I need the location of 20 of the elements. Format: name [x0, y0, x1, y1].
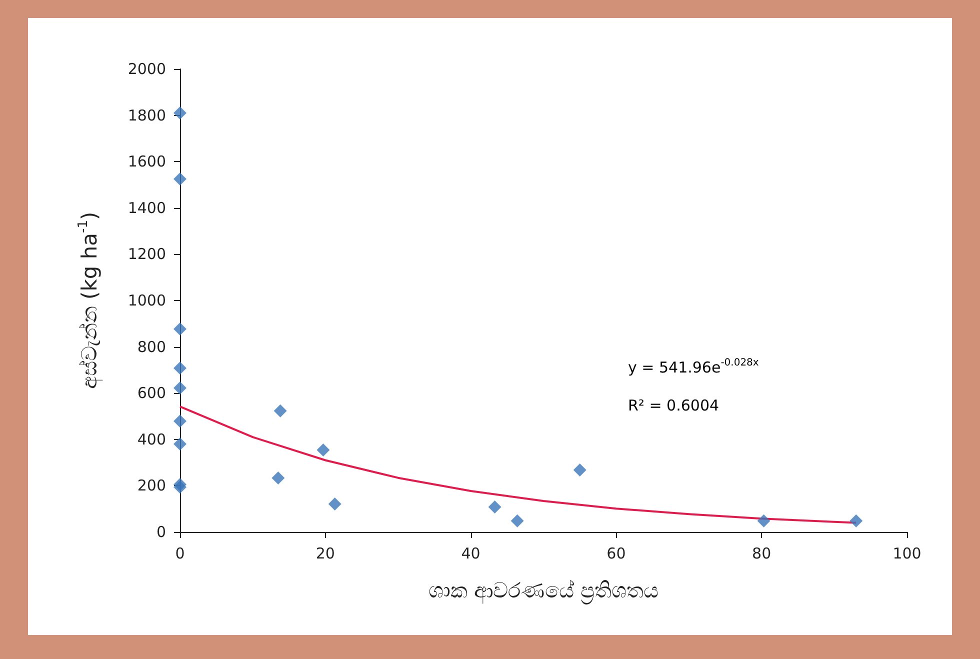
y-tick-label: 1400 [128, 198, 166, 217]
y-tick-label: 600 [137, 384, 166, 402]
y-tick-label: 1000 [128, 292, 166, 310]
x-tick-label: 80 [752, 544, 772, 562]
y-tick-label: 1600 [128, 152, 166, 171]
x-tick-label: 20 [316, 544, 335, 562]
x-tick-label: 60 [606, 544, 626, 562]
y-tick-label: 800 [137, 338, 166, 356]
x-tick-label: 100 [892, 544, 922, 562]
y-tick-label: 1800 [128, 106, 166, 124]
y-axis-title: අස්වැන්න (kg ha-1) [76, 212, 104, 390]
y-tick-label: 400 [137, 430, 166, 448]
x-tick-label: 40 [461, 544, 480, 562]
annotation: R² = 0.6004 [628, 396, 720, 414]
y-tick-label: 1200 [128, 245, 166, 264]
y-tick-label: 0 [156, 523, 166, 541]
y-tick-label: 2000 [128, 60, 166, 78]
x-axis-title: ශාක ආවරණයේ ප්‍රතිශතය [428, 578, 659, 604]
y-tick-label: 200 [137, 476, 166, 495]
x-tick-label: 0 [175, 544, 185, 562]
